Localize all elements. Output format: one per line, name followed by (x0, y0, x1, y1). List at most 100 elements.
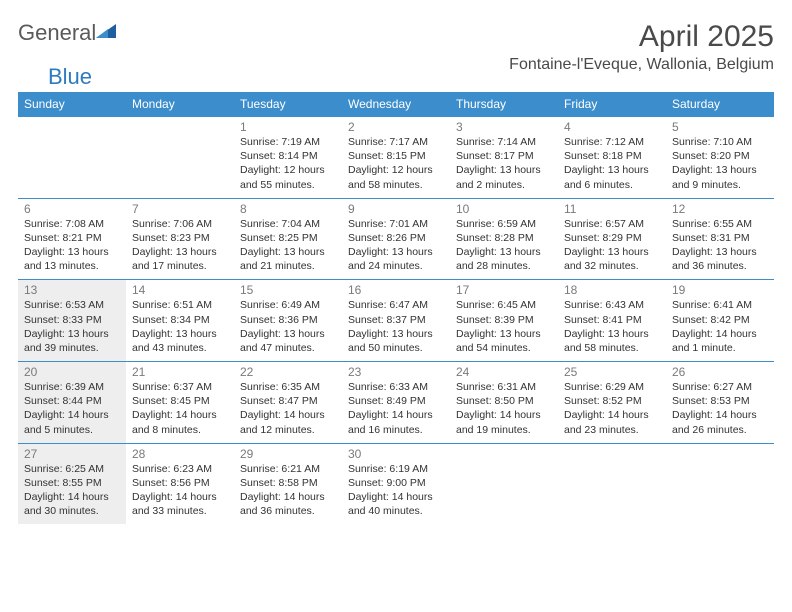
day-number: 27 (18, 443, 126, 462)
day-detail-line: and 40 minutes. (348, 504, 444, 518)
day-detail-line: and 9 minutes. (672, 178, 768, 192)
day-detail: Sunrise: 6:35 AMSunset: 8:47 PMDaylight:… (234, 380, 342, 443)
day-detail-line: and 26 minutes. (672, 423, 768, 437)
day-number: 25 (558, 362, 666, 381)
day-detail (558, 462, 666, 525)
day-detail: Sunrise: 7:17 AMSunset: 8:15 PMDaylight:… (342, 135, 450, 198)
day-detail-line: Daylight: 14 hours (24, 490, 120, 504)
day-detail-line: and 16 minutes. (348, 423, 444, 437)
day-header: Monday (126, 92, 234, 117)
day-header-row: SundayMondayTuesdayWednesdayThursdayFrid… (18, 92, 774, 117)
day-detail-line: Sunset: 8:34 PM (132, 313, 228, 327)
day-detail-line: Sunset: 8:33 PM (24, 313, 120, 327)
day-detail-line: Sunset: 8:56 PM (132, 476, 228, 490)
day-detail-line: Sunrise: 7:06 AM (132, 217, 228, 231)
month-title: April 2025 (509, 20, 774, 54)
day-detail-line: Sunset: 8:58 PM (240, 476, 336, 490)
day-detail-line: Sunset: 8:47 PM (240, 394, 336, 408)
day-detail-line: Daylight: 14 hours (672, 327, 768, 341)
day-number: 26 (666, 362, 774, 381)
day-detail: Sunrise: 7:10 AMSunset: 8:20 PMDaylight:… (666, 135, 774, 198)
day-detail-line: Sunrise: 6:53 AM (24, 298, 120, 312)
week-daytext-row: Sunrise: 6:53 AMSunset: 8:33 PMDaylight:… (18, 298, 774, 361)
day-detail-line: Daylight: 13 hours (240, 327, 336, 341)
logo-word1: General (18, 20, 96, 46)
day-detail-line: Sunset: 8:29 PM (564, 231, 660, 245)
day-detail-line: Sunset: 8:36 PM (240, 313, 336, 327)
day-detail-line: Daylight: 13 hours (564, 327, 660, 341)
day-header: Sunday (18, 92, 126, 117)
day-detail-line: Sunset: 8:53 PM (672, 394, 768, 408)
week-daytext-row: Sunrise: 7:08 AMSunset: 8:21 PMDaylight:… (18, 217, 774, 280)
day-detail (666, 462, 774, 525)
week-daynum-row: 20212223242526 (18, 362, 774, 381)
day-detail-line: Daylight: 13 hours (240, 245, 336, 259)
day-detail: Sunrise: 6:25 AMSunset: 8:55 PMDaylight:… (18, 462, 126, 525)
day-detail-line: Daylight: 13 hours (348, 327, 444, 341)
day-number: 7 (126, 198, 234, 217)
day-detail-line: and 17 minutes. (132, 259, 228, 273)
day-detail-line: and 58 minutes. (564, 341, 660, 355)
day-number (450, 443, 558, 462)
day-detail-line: Sunset: 8:52 PM (564, 394, 660, 408)
day-detail-line: Daylight: 13 hours (24, 327, 120, 341)
day-detail-line: Sunrise: 6:19 AM (348, 462, 444, 476)
day-number: 6 (18, 198, 126, 217)
day-header: Friday (558, 92, 666, 117)
day-detail-line: Daylight: 13 hours (132, 327, 228, 341)
day-number (126, 117, 234, 136)
day-detail-line: Sunrise: 6:55 AM (672, 217, 768, 231)
day-detail-line: Sunset: 8:37 PM (348, 313, 444, 327)
day-number: 11 (558, 198, 666, 217)
day-detail-line: and 1 minute. (672, 341, 768, 355)
day-number: 2 (342, 117, 450, 136)
day-detail-line: Sunrise: 7:14 AM (456, 135, 552, 149)
day-number: 22 (234, 362, 342, 381)
day-number: 16 (342, 280, 450, 299)
day-detail-line: Sunset: 8:23 PM (132, 231, 228, 245)
day-detail-line: Sunrise: 7:17 AM (348, 135, 444, 149)
day-detail: Sunrise: 6:33 AMSunset: 8:49 PMDaylight:… (342, 380, 450, 443)
day-number: 9 (342, 198, 450, 217)
day-detail (18, 135, 126, 198)
day-detail-line: and 39 minutes. (24, 341, 120, 355)
day-detail: Sunrise: 6:43 AMSunset: 8:41 PMDaylight:… (558, 298, 666, 361)
week-daynum-row: 12345 (18, 117, 774, 136)
day-number: 24 (450, 362, 558, 381)
day-number: 5 (666, 117, 774, 136)
day-number: 12 (666, 198, 774, 217)
day-detail: Sunrise: 6:37 AMSunset: 8:45 PMDaylight:… (126, 380, 234, 443)
day-detail-line: Sunrise: 7:10 AM (672, 135, 768, 149)
day-detail: Sunrise: 6:45 AMSunset: 8:39 PMDaylight:… (450, 298, 558, 361)
day-detail-line: and 36 minutes. (240, 504, 336, 518)
day-detail-line: Sunrise: 6:23 AM (132, 462, 228, 476)
day-detail-line: Sunset: 8:44 PM (24, 394, 120, 408)
day-detail-line: and 12 minutes. (240, 423, 336, 437)
day-detail: Sunrise: 7:06 AMSunset: 8:23 PMDaylight:… (126, 217, 234, 280)
day-detail: Sunrise: 6:57 AMSunset: 8:29 PMDaylight:… (558, 217, 666, 280)
day-detail: Sunrise: 7:01 AMSunset: 8:26 PMDaylight:… (342, 217, 450, 280)
day-detail-line: and 36 minutes. (672, 259, 768, 273)
day-detail: Sunrise: 6:41 AMSunset: 8:42 PMDaylight:… (666, 298, 774, 361)
day-detail-line: Sunset: 8:45 PM (132, 394, 228, 408)
week-daynum-row: 13141516171819 (18, 280, 774, 299)
day-detail: Sunrise: 6:31 AMSunset: 8:50 PMDaylight:… (450, 380, 558, 443)
day-detail-line: Sunrise: 6:29 AM (564, 380, 660, 394)
day-number (666, 443, 774, 462)
day-detail-line: Sunset: 8:15 PM (348, 149, 444, 163)
day-number: 30 (342, 443, 450, 462)
day-detail: Sunrise: 7:14 AMSunset: 8:17 PMDaylight:… (450, 135, 558, 198)
day-detail-line: Sunrise: 6:51 AM (132, 298, 228, 312)
day-detail-line: Sunrise: 6:41 AM (672, 298, 768, 312)
day-number (558, 443, 666, 462)
logo-word2: Blue (48, 64, 792, 90)
logo: General (18, 20, 118, 46)
day-detail-line: Daylight: 13 hours (672, 245, 768, 259)
day-detail: Sunrise: 7:08 AMSunset: 8:21 PMDaylight:… (18, 217, 126, 280)
week-daytext-row: Sunrise: 7:19 AMSunset: 8:14 PMDaylight:… (18, 135, 774, 198)
day-detail-line: and 55 minutes. (240, 178, 336, 192)
day-detail-line: Sunset: 9:00 PM (348, 476, 444, 490)
day-detail-line: Daylight: 14 hours (348, 490, 444, 504)
day-detail-line: Sunrise: 6:25 AM (24, 462, 120, 476)
day-number: 19 (666, 280, 774, 299)
